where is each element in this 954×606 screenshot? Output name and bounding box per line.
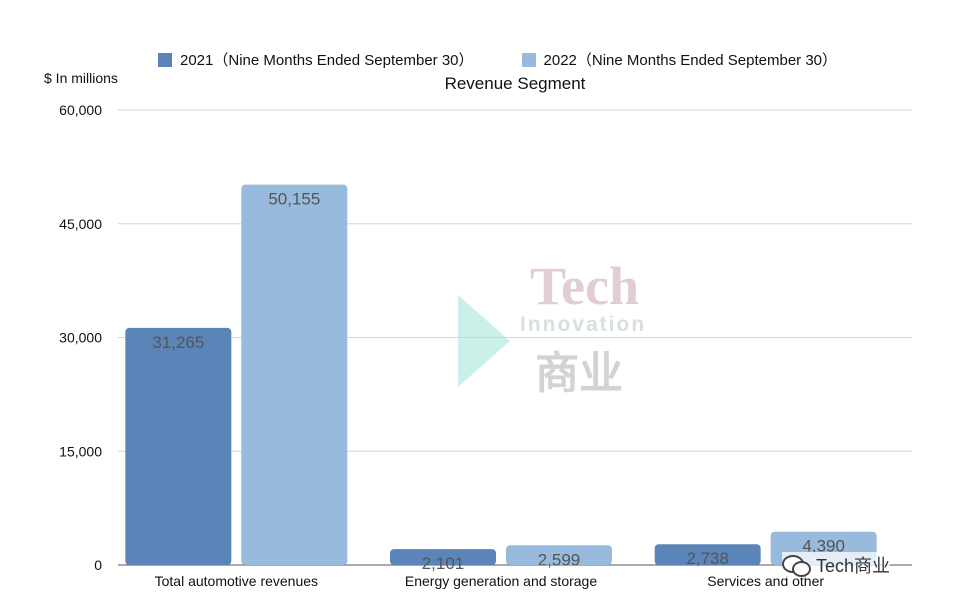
legend-swatch-2022: [521, 52, 536, 67]
x-tick-label: Total automotive revenues: [155, 573, 318, 589]
chart-title: Revenue Segment: [444, 74, 586, 93]
legend-swatch-2021: [158, 52, 172, 67]
bar-value-label: 31,265: [152, 333, 204, 352]
bar: [241, 184, 348, 566]
bar-value-label: 50,155: [268, 190, 320, 209]
y-tick-label: 60,000: [59, 102, 102, 118]
bar-value-label: 2,101: [422, 554, 465, 573]
legend-label-2021: 2021（Nine Months Ended September 30）: [180, 52, 474, 69]
wechat-icon: [782, 554, 811, 577]
bar: [506, 545, 612, 565]
y-tick-label: 30,000: [59, 330, 102, 346]
chart-legend: 2021（Nine Months Ended September 30） 202…: [158, 49, 837, 70]
legend-item-2022: 2022（Nine Months Ended September 30）: [521, 49, 838, 70]
y-tick-label: 15,000: [59, 443, 102, 459]
y-tick-label: 45,000: [59, 216, 102, 232]
legend-label-2022: 2022（Nine Months Ended September 30）: [543, 52, 838, 69]
y-tick-label: 0: [94, 557, 102, 573]
bar: [390, 549, 496, 565]
legend-item-2021: 2021（Nine Months Ended September 30）: [158, 49, 474, 70]
bar-value-label: 2,599: [538, 550, 581, 569]
bar-value-label: 4,390: [802, 537, 845, 556]
bar-value-label: 2,738: [686, 549, 729, 568]
y-axis-unit-label: $ In millions: [44, 70, 118, 86]
source-badge: Tech商业: [782, 552, 891, 578]
bar: [654, 544, 761, 565]
x-tick-label: Energy generation and storage: [405, 573, 597, 589]
bar: [125, 327, 232, 565]
source-badge-label: Tech商业: [816, 556, 891, 576]
